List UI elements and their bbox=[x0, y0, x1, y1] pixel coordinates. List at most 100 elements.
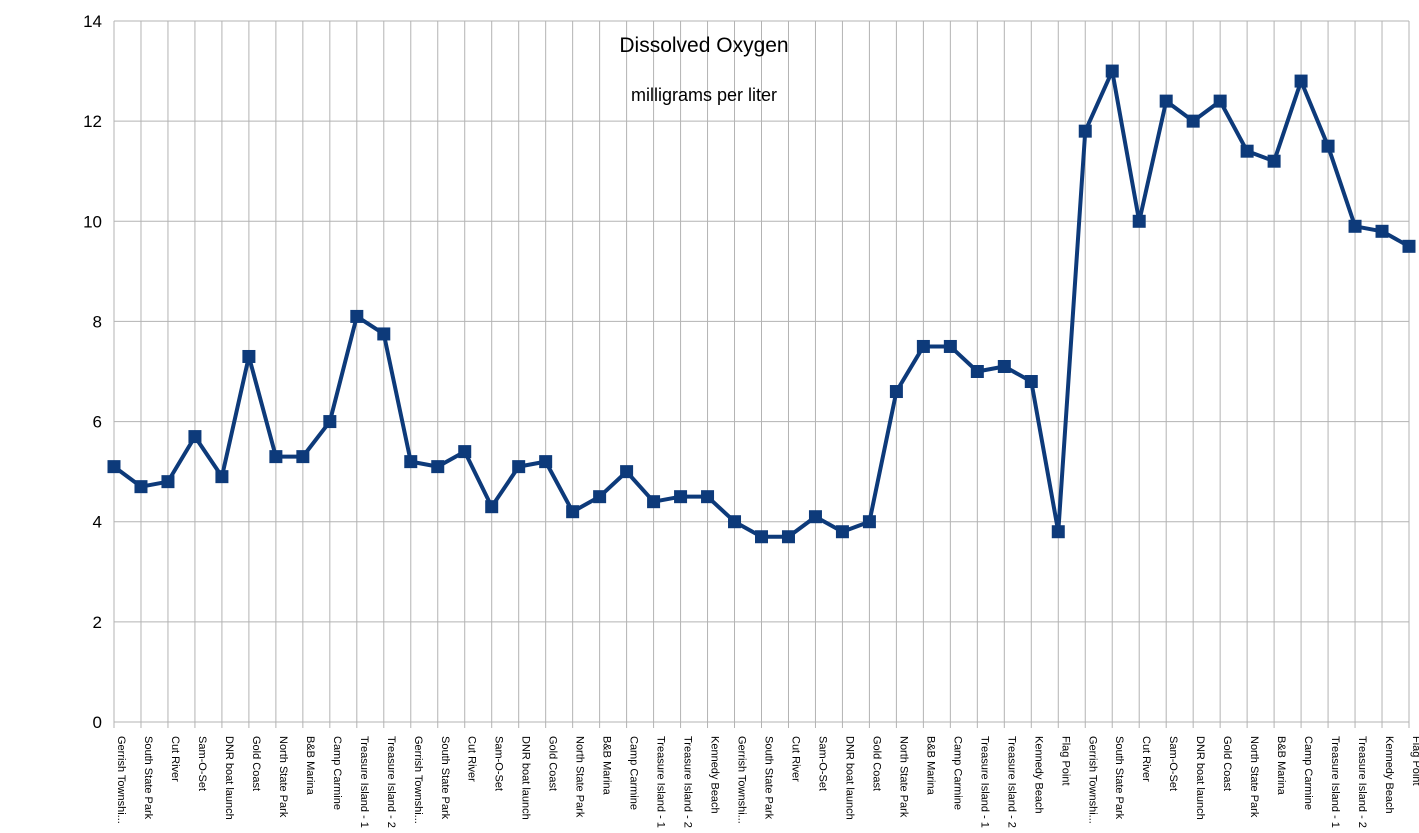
chart-title: Dissolved Oxygen bbox=[619, 34, 788, 57]
x-axis-ticks: Gerrish Townshi... South State Park Cut Ri… bbox=[115, 736, 1419, 828]
x-tick-label: Sam-O-Set bbox=[493, 736, 505, 791]
x-tick-label: Treasure Island - 2 bbox=[1356, 736, 1368, 828]
x-tick-label: Gerrish Townshi... bbox=[736, 736, 748, 824]
x-tick-label: Treasure Island - 1 bbox=[655, 736, 667, 828]
data-point bbox=[1078, 124, 1092, 138]
x-tick-label: Sam-O-Set bbox=[816, 736, 828, 791]
x-tick-label: Treasure Island - 2 bbox=[1005, 736, 1017, 828]
x-tick-label: Kennedy Beach bbox=[1383, 736, 1395, 814]
x-tick-label: Treasure Island - 2 bbox=[385, 736, 397, 828]
x-tick-label: South State Park bbox=[142, 736, 154, 820]
x-tick-label: Treasure Island - 2 bbox=[682, 736, 694, 828]
data-point bbox=[161, 475, 175, 489]
x-tick-label: South State Park bbox=[763, 736, 775, 820]
data-point bbox=[835, 525, 849, 539]
x-tick-label: Cut River bbox=[1140, 736, 1152, 782]
data-point bbox=[970, 365, 984, 378]
series-layer bbox=[107, 64, 1416, 544]
x-tick-label: Gold Coast bbox=[870, 736, 882, 791]
data-point bbox=[1348, 219, 1362, 233]
x-tick-label: B&B Marina bbox=[601, 736, 613, 796]
x-tick-label: Gerrish Townshi... bbox=[115, 736, 127, 824]
data-point bbox=[1132, 214, 1146, 228]
x-tick-label: North State Park bbox=[897, 736, 909, 818]
data-point bbox=[107, 460, 121, 474]
x-tick-label: North State Park bbox=[1248, 736, 1260, 818]
x-tick-label: North State Park bbox=[574, 736, 586, 818]
x-tick-label: North State Park bbox=[277, 736, 289, 818]
x-tick-label: Treasure Island - 1 bbox=[978, 736, 990, 828]
x-tick-label: Camp Carmine bbox=[951, 736, 963, 810]
data-point bbox=[134, 480, 148, 494]
x-tick-label: Treasure Island - 1 bbox=[358, 736, 370, 828]
x-tick-label: South State Park bbox=[439, 736, 451, 820]
data-point bbox=[1294, 74, 1308, 88]
x-tick-label: Camp Carmine bbox=[331, 736, 343, 810]
data-point bbox=[728, 515, 742, 529]
data-point bbox=[1240, 144, 1254, 158]
data-point bbox=[377, 327, 391, 341]
x-tick-label: Kennedy Beach bbox=[709, 736, 721, 814]
data-point bbox=[674, 490, 688, 504]
data-point bbox=[808, 510, 822, 524]
x-tick-label: South State Park bbox=[1113, 736, 1125, 820]
data-point bbox=[1159, 94, 1173, 108]
y-tick-label: 10 bbox=[83, 212, 102, 231]
data-point bbox=[1024, 375, 1038, 389]
x-tick-label: Sam-O-Set bbox=[196, 736, 208, 791]
data-point bbox=[269, 450, 283, 464]
x-tick-label: DNR boat launch bbox=[1194, 736, 1206, 820]
y-tick-label: 4 bbox=[93, 513, 102, 532]
data-point bbox=[539, 455, 553, 469]
data-point bbox=[431, 460, 445, 474]
data-point bbox=[512, 460, 526, 474]
data-point bbox=[242, 349, 256, 363]
data-point bbox=[647, 495, 661, 509]
data-point bbox=[485, 500, 499, 514]
x-tick-label: Gerrish Townshi... bbox=[1086, 736, 1098, 824]
x-tick-label: Gerrish Townshi... bbox=[412, 736, 424, 824]
x-tick-label: DNR boat launch bbox=[843, 736, 855, 820]
x-tick-label: DNR boat launch bbox=[520, 736, 532, 820]
data-point bbox=[1267, 154, 1281, 168]
x-tick-label: B&B Marina bbox=[304, 736, 316, 796]
data-point bbox=[701, 490, 715, 504]
y-tick-label: 14 bbox=[83, 12, 102, 31]
chart-subtitle: milligrams per liter bbox=[631, 85, 777, 105]
x-tick-label: B&B Marina bbox=[1275, 736, 1287, 796]
data-point bbox=[1213, 94, 1227, 108]
x-tick-label: Camp Carmine bbox=[628, 736, 640, 810]
y-axis-ticks: 0 2 4 6 8 10 12 14 bbox=[83, 12, 102, 732]
data-point bbox=[1051, 525, 1065, 539]
data-point bbox=[323, 415, 337, 429]
x-tick-label: Gold Coast bbox=[547, 736, 559, 791]
data-point bbox=[1402, 239, 1416, 253]
data-point bbox=[889, 385, 903, 399]
x-tick-label: Cut River bbox=[789, 736, 801, 782]
y-tick-label: 12 bbox=[83, 112, 102, 131]
x-tick-label: Flag Point bbox=[1410, 736, 1419, 786]
data-point bbox=[296, 450, 310, 464]
data-point bbox=[1186, 114, 1200, 128]
data-point bbox=[916, 339, 930, 353]
data-point bbox=[188, 430, 202, 444]
data-point bbox=[620, 465, 634, 479]
x-tick-label: Cut River bbox=[466, 736, 478, 782]
data-point bbox=[1105, 64, 1119, 78]
x-tick-label: Sam-O-Set bbox=[1167, 736, 1179, 791]
x-tick-label: Gold Coast bbox=[1221, 736, 1233, 791]
y-tick-label: 6 bbox=[93, 413, 102, 432]
data-point bbox=[458, 445, 472, 459]
data-point bbox=[781, 530, 795, 544]
x-tick-label: Kennedy Beach bbox=[1032, 736, 1044, 814]
x-tick-label: Treasure Island - 1 bbox=[1329, 736, 1341, 828]
data-point bbox=[1321, 139, 1335, 153]
data-point bbox=[593, 490, 607, 504]
y-tick-label: 0 bbox=[93, 713, 102, 732]
data-point bbox=[943, 339, 957, 353]
data-point bbox=[404, 455, 418, 469]
data-point bbox=[215, 470, 229, 484]
x-tick-label: Camp Carmine bbox=[1302, 736, 1314, 810]
